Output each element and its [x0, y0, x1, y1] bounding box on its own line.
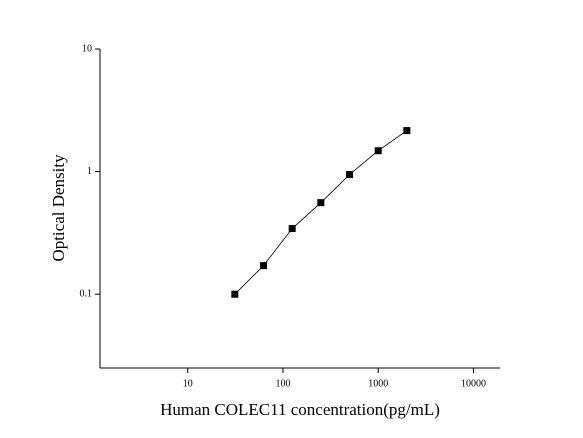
y-tick-label: 0.1 — [80, 288, 93, 299]
x-tick-label: 10 — [183, 378, 193, 389]
point — [374, 147, 382, 155]
x-tick-label: 100 — [275, 378, 290, 389]
point — [231, 290, 239, 298]
point — [260, 262, 268, 270]
y-tick-label: 10 — [82, 43, 92, 54]
x-tick-label: 10000 — [461, 378, 486, 389]
point — [317, 199, 325, 207]
x-tick-label: 1000 — [368, 378, 388, 389]
fit-line — [234, 130, 408, 295]
x-axis-title: Human COLEC11 concentration(pg/mL) — [160, 400, 440, 419]
point — [288, 225, 296, 233]
point — [403, 127, 411, 135]
y-tick-label: 1 — [87, 166, 92, 177]
y-axis-title: Optical Density — [49, 154, 68, 262]
point — [346, 171, 354, 179]
